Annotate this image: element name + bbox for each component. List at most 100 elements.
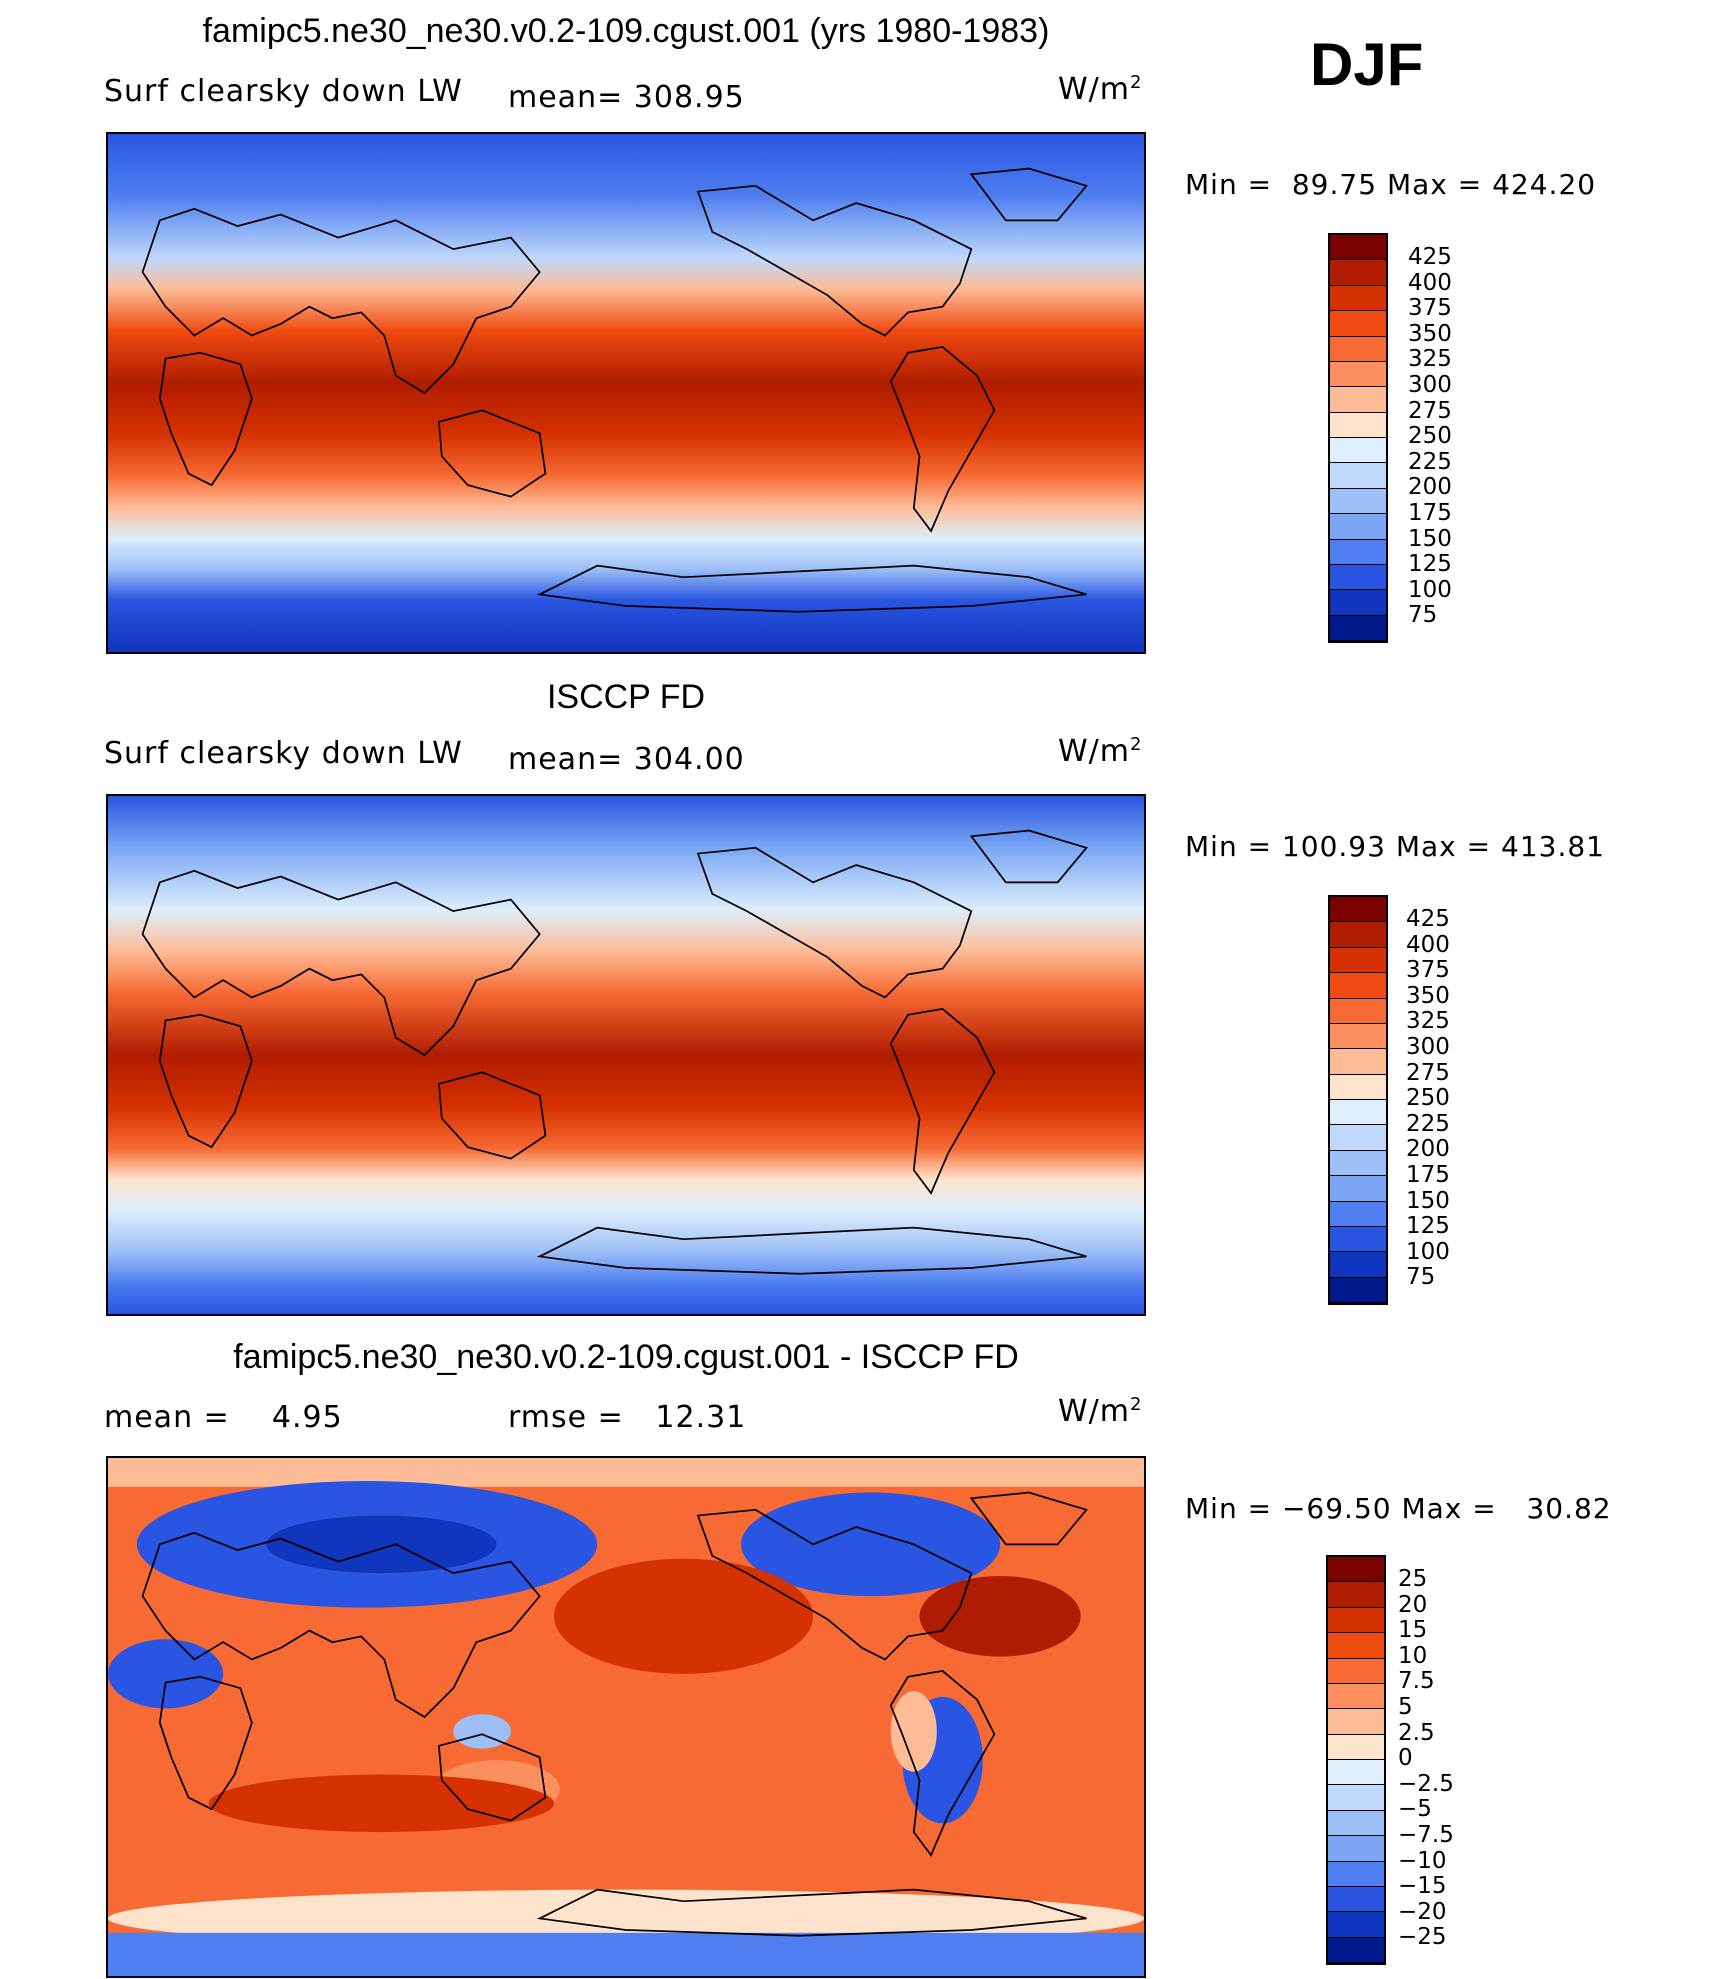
colorbar-diff-swatch: [1328, 1683, 1384, 1710]
panel3-mean-value: 4.95: [271, 1400, 343, 1435]
panel3-min-label: Min =: [1185, 1492, 1273, 1525]
colorbar-obs-tick-label: 75: [1406, 1264, 1436, 1291]
colorbar-diff-tick-label: 0: [1398, 1745, 1413, 1772]
colorbar-model-tick-label: 150: [1408, 525, 1452, 552]
diff-coastlines: [141, 1491, 1088, 1937]
colorbar-model-tick-label: 400: [1408, 269, 1452, 296]
colorbar-model-tick-label: 300: [1408, 371, 1452, 398]
colorbar-model-swatch: [1330, 336, 1386, 362]
colorbar-diff-tick-label: −2.5: [1398, 1770, 1454, 1797]
colorbar-diff-swatch: [1328, 1810, 1384, 1837]
model-field: [108, 134, 1144, 652]
panel1-mean: mean= 308.95: [508, 80, 745, 115]
panel2-mean-label: mean=: [508, 742, 624, 777]
colorbar-obs-swatch: [1330, 1100, 1386, 1126]
panel3-max-value: 30.82: [1526, 1492, 1612, 1525]
colorbar-model-tick-label: 425: [1408, 244, 1452, 270]
colorbar-model-tick-label: 100: [1408, 576, 1452, 603]
model-title: famipc5.ne30_ne30.v0.2-109.cgust.001 (yr…: [202, 12, 1050, 50]
colorbar-diff-swatch: [1328, 1760, 1384, 1786]
colorbar-model-ticks: 425 400 375 350 325 300 275 250 225 200 175 150 125 1…: [1408, 244, 1452, 629]
panel2-variable: Surf clearsky down LW: [104, 736, 463, 771]
colorbar-obs-swatch: [1330, 1176, 1386, 1202]
colorbar-model-swatch: [1330, 412, 1386, 438]
panel2-units: W/m2: [1058, 734, 1142, 769]
season-label: DJF: [1310, 31, 1424, 98]
colorbar-obs-tick-label: 425: [1406, 906, 1450, 932]
colorbar-model-swatch: [1330, 438, 1386, 464]
colorbar-model-swatch: [1330, 260, 1386, 286]
panel3-mean-label: mean =: [104, 1400, 230, 1435]
colorbar-obs-swatch: [1330, 947, 1386, 974]
colorbar-obs-tick-label: 100: [1406, 1238, 1450, 1265]
colorbar-obs: [1328, 895, 1388, 1305]
colorbar-model-swatch: [1330, 539, 1386, 565]
colorbar-diff-swatch: [1328, 1912, 1384, 1938]
colorbar-model-tick-label: 275: [1408, 397, 1452, 424]
colorbar-diff-tick-label: −20: [1398, 1898, 1447, 1925]
colorbar-model-swatch: [1330, 590, 1386, 616]
panel3-min-value: −69.50: [1281, 1492, 1392, 1525]
colorbar-model-tick-label: 375: [1408, 295, 1452, 322]
colorbar-model-tick-label: 225: [1408, 448, 1452, 475]
colorbar-diff-tick-label: −15: [1398, 1873, 1447, 1900]
colorbar-diff-ticks: 25 20 15 10 7.5 5 2.5 0 −2.5 −5 −7.5 −10 −15 −20 −25: [1398, 1566, 1454, 1951]
colorbar-model-swatch: [1330, 285, 1386, 312]
panel3-max-label: Max =: [1401, 1492, 1497, 1525]
colorbar-obs-tick-label: 175: [1406, 1161, 1450, 1188]
colorbar-obs-tick-label: 350: [1406, 982, 1450, 1009]
diff-title: famipc5.ne30_ne30.v0.2-109.cgust.001 - I…: [233, 1338, 1019, 1376]
panel2-mean: mean= 304.00: [508, 742, 745, 777]
colorbar-model-swatch: [1330, 387, 1386, 413]
colorbar-diff-tick-label: 10: [1398, 1642, 1428, 1669]
colorbar-obs-swatch: [1330, 998, 1386, 1024]
colorbar-diff-swatch: [1328, 1861, 1384, 1887]
colorbar-model-tick-label: 250: [1408, 423, 1452, 450]
colorbar-diff-tick-label: −10: [1398, 1847, 1447, 1874]
colorbar-model-tick-label: 325: [1408, 346, 1452, 373]
colorbar-model-tick-label: 175: [1408, 499, 1452, 526]
colorbar-diff-tick-label: 25: [1398, 1566, 1428, 1592]
colorbar-obs-tick-label: 300: [1406, 1033, 1450, 1060]
colorbar-diff-swatch: [1328, 1607, 1384, 1634]
colorbar-obs-ticks: 425 400 375 350 325 300 275 250 225 200 175 150 125 1…: [1406, 906, 1450, 1291]
colorbar-diff: [1326, 1555, 1386, 1965]
colorbar-obs-swatch: [1330, 1201, 1386, 1227]
colorbar-obs-swatch: [1330, 1049, 1386, 1075]
colorbar-diff-swatch: [1328, 1582, 1384, 1608]
panel1-max-value: 424.20: [1492, 168, 1597, 201]
colorbar-model-tick-label: 200: [1408, 474, 1452, 501]
colorbar-model-swatch: [1330, 463, 1386, 489]
diff-field-blobs: [108, 1458, 1144, 1976]
colorbar-diff-tick-label: 7.5: [1398, 1668, 1435, 1695]
colorbar-obs-swatch: [1330, 1277, 1386, 1303]
panel1-max-label: Max =: [1386, 168, 1483, 201]
colorbar-obs-swatch: [1330, 1023, 1386, 1050]
panel1-mean-label: mean=: [508, 80, 624, 115]
colorbar-obs-tick-label: 200: [1406, 1136, 1450, 1163]
panel1-units-exp: 2: [1130, 72, 1143, 93]
colorbar-diff-swatch: [1328, 1633, 1384, 1659]
colorbar-diff-tick-label: −25: [1398, 1924, 1447, 1951]
map-panel-diff: [106, 1456, 1146, 1978]
map-panel-obs: [106, 794, 1146, 1316]
colorbar-obs-swatch: [1330, 1252, 1386, 1278]
panel2-units-exp: 2: [1130, 734, 1143, 755]
obs-field-svg: [108, 796, 1144, 1314]
colorbar-diff-swatch: [1328, 1658, 1384, 1684]
panel2-max-label: Max =: [1395, 830, 1492, 863]
panel1-min-value: 89.75: [1291, 168, 1378, 201]
colorbar-obs-swatch: [1330, 922, 1386, 948]
obs-title: ISCCP FD: [546, 678, 706, 716]
colorbar-diff-tick-label: −7.5: [1398, 1821, 1454, 1848]
colorbar-obs-tick-label: 150: [1406, 1187, 1450, 1214]
colorbar-obs-tick-label: 125: [1406, 1213, 1450, 1240]
colorbar-obs-swatch: [1330, 1125, 1386, 1151]
panel1-mean-value: 308.95: [633, 80, 745, 115]
colorbar-obs-swatch: [1330, 1150, 1386, 1177]
colorbar-model-swatch: [1330, 311, 1386, 337]
panel3-rmse: rmse = 12.31: [508, 1400, 746, 1435]
panel1-min-label: Min =: [1185, 168, 1273, 201]
panel3-units: W/m2: [1058, 1394, 1142, 1429]
map-panel-model: [106, 132, 1146, 654]
